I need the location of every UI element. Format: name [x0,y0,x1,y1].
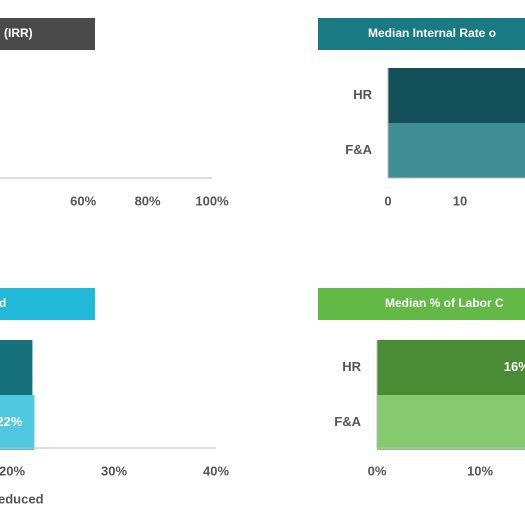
x-tick-label: 0 [384,193,391,208]
category-label: F&A [345,142,372,157]
bar [388,123,525,178]
x-axis-label: educed [0,491,44,506]
category-label: F&A [334,414,361,429]
bar [0,340,33,395]
value-label: 22% [0,414,23,429]
header [318,288,525,320]
header [0,18,95,50]
chart-title: d [0,296,6,310]
category-label: HR [353,87,372,102]
category-label: HR [342,359,361,374]
chart-title: (IRR) [4,26,33,40]
x-tick-label: 10% [467,463,493,478]
chart-title: Median Internal Rate o [368,26,496,40]
x-tick-label: 80% [135,193,161,208]
x-tick-label: 40% [203,463,229,478]
bar [0,395,35,450]
chart-title: Median % of Labor C [385,296,504,310]
bar [388,68,525,123]
bar [377,340,525,395]
x-tick-label: 0% [368,463,387,478]
x-tick-label: 30% [101,463,127,478]
x-tick-label: 60% [70,193,96,208]
header [318,18,525,50]
value-label: 16% [504,359,525,374]
x-tick-label: 100% [195,193,229,208]
x-tick-label: 10 [453,193,467,208]
header [0,288,95,320]
bar [377,395,525,450]
x-tick-label: 20% [0,463,25,478]
